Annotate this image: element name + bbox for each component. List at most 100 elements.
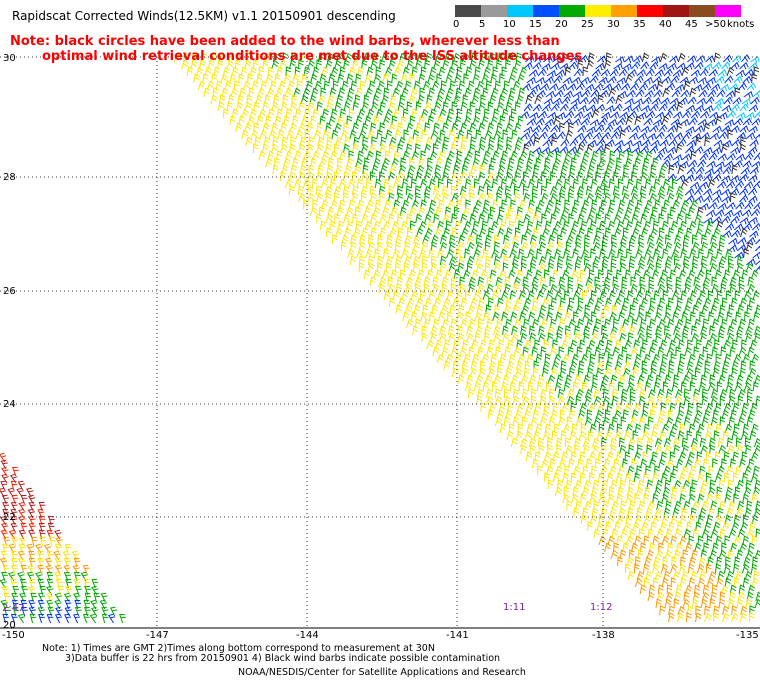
altitude-notice-line-1: Note: black circles have been added to t…	[10, 34, 560, 49]
wind-barb	[682, 549, 689, 560]
wind-barb	[564, 150, 573, 161]
wind-barb	[429, 150, 438, 161]
wind-barb	[693, 276, 701, 287]
wind-barb	[636, 465, 643, 476]
wind-barb	[530, 388, 537, 399]
wind-barb	[626, 89, 636, 98]
wind-barb	[557, 234, 563, 245]
wind-barb	[547, 325, 555, 336]
wind-barb	[675, 346, 681, 357]
legend-swatch	[611, 5, 637, 17]
wind-barb	[490, 157, 497, 168]
wind-barb	[676, 409, 685, 420]
wind-barb	[750, 472, 759, 483]
wind-barb	[683, 528, 691, 539]
wind-barb	[637, 262, 645, 273]
wind-barb	[627, 110, 638, 119]
wind-barb	[603, 276, 611, 287]
wind-barb	[307, 59, 315, 70]
wind-barb	[649, 61, 659, 70]
wind-barb	[466, 332, 474, 343]
wind-barb	[575, 82, 586, 91]
wind-barb	[717, 202, 727, 211]
wind-barb	[38, 516, 46, 526]
wind-barb	[479, 136, 486, 147]
wind-barb	[480, 402, 487, 413]
wind-barb	[635, 381, 644, 392]
wind-barb	[545, 248, 552, 259]
wind-barb	[325, 59, 333, 70]
wind-barb	[654, 199, 661, 210]
legend-label: 45	[685, 19, 698, 30]
wind-barb	[621, 171, 629, 182]
wind-barb	[721, 367, 728, 378]
wind-barb	[631, 297, 639, 308]
wind-barb	[555, 437, 563, 448]
wind-barb	[603, 185, 610, 196]
wind-barb	[749, 139, 759, 147]
legend-label: 35	[633, 19, 646, 30]
wind-barb	[559, 192, 566, 203]
wind-barb	[468, 283, 476, 294]
wind-barb	[357, 66, 364, 77]
wind-barb	[397, 59, 405, 70]
wind-barb	[492, 150, 500, 161]
wind-barb	[450, 143, 457, 154]
wind-barb	[460, 367, 468, 378]
wind-barb	[535, 423, 543, 434]
wind-barb	[574, 255, 583, 266]
wind-barb	[682, 255, 690, 266]
legend-swatch	[689, 5, 715, 17]
wind-barb	[567, 283, 574, 294]
wind-barb	[669, 472, 676, 483]
wind-barb	[707, 248, 714, 259]
wind-barb	[541, 146, 551, 155]
wind-barb	[699, 507, 707, 518]
wind-barb	[459, 185, 467, 196]
wind-barb	[621, 276, 628, 287]
wind-barb	[700, 262, 708, 273]
wind-barb	[752, 486, 760, 497]
wind-barb	[660, 563, 669, 574]
wind-barb	[395, 80, 404, 91]
wind-barb	[713, 166, 723, 175]
wind-barb	[627, 507, 634, 518]
wind-barb	[423, 276, 431, 287]
wind-barb	[499, 157, 507, 168]
wind-barb	[374, 248, 381, 259]
wind-barb	[324, 143, 332, 154]
wind-barb	[639, 276, 646, 287]
wind-barb	[622, 318, 630, 329]
wind-barb	[549, 171, 556, 182]
wind-barb	[357, 150, 364, 161]
wind-barb	[678, 451, 687, 462]
wind-barb	[574, 325, 581, 336]
wind-barb	[402, 311, 410, 322]
wind-barb	[534, 54, 544, 63]
wind-barb	[663, 437, 672, 448]
wind-barb	[690, 150, 697, 161]
legend-unit: knots	[727, 19, 755, 30]
wind-barb	[649, 213, 657, 224]
wind-barb	[577, 367, 584, 378]
wind-barb	[697, 353, 705, 364]
wind-barb	[469, 297, 478, 308]
wind-barb	[651, 97, 661, 105]
wind-barb	[703, 458, 710, 469]
wind-barb	[549, 346, 557, 357]
wind-barb	[601, 131, 611, 140]
wind-barb	[370, 59, 378, 70]
wind-barb	[716, 180, 727, 189]
wind-barb	[364, 115, 372, 126]
wind-barb	[638, 234, 645, 245]
wind-barb	[660, 472, 668, 483]
wind-barb	[621, 346, 628, 357]
wind-barb	[371, 164, 379, 175]
wind-barb	[667, 297, 674, 308]
wind-barb	[718, 325, 726, 336]
wind-barb	[433, 318, 440, 329]
wind-barb	[583, 241, 590, 252]
wind-barb	[408, 269, 417, 280]
wind-barb	[74, 599, 82, 610]
wind-barb	[693, 346, 700, 357]
